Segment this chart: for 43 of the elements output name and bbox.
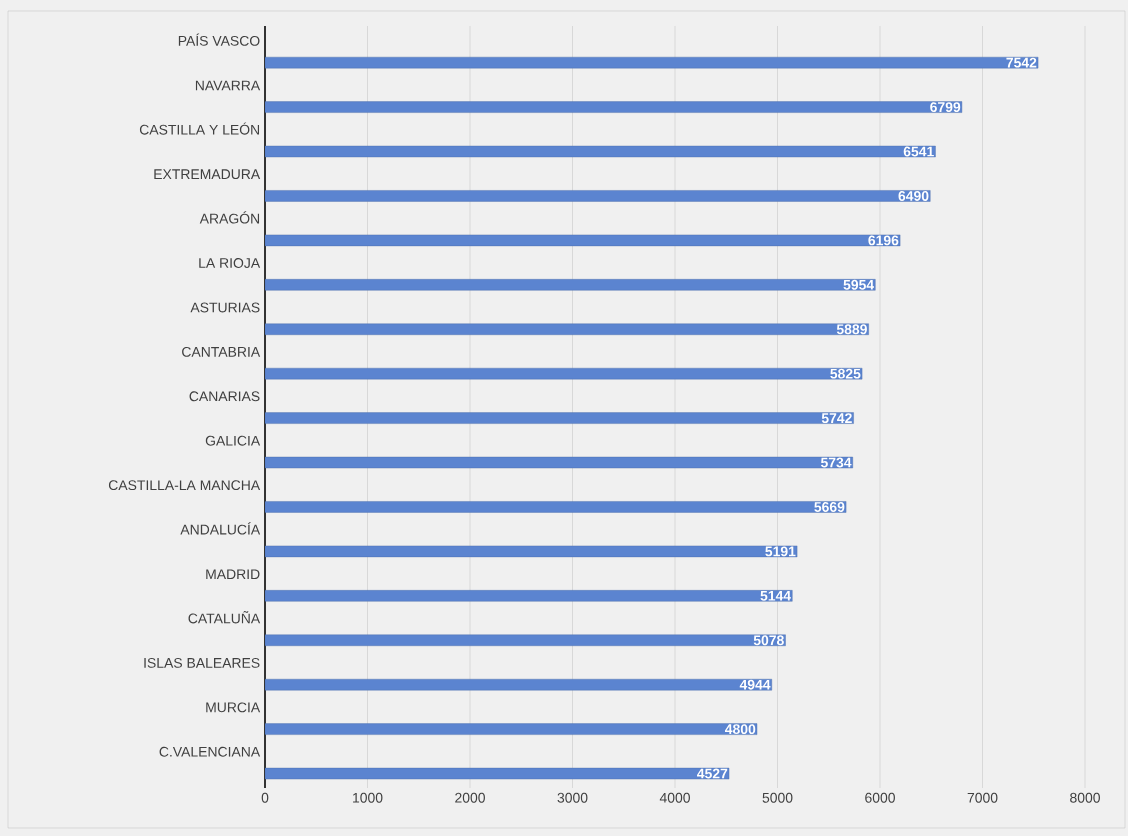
x-tick-label: 0 — [261, 792, 269, 803]
data-label: 5742 — [821, 413, 852, 424]
y-tick-label: MURCIA — [206, 702, 261, 713]
data-label: 5954 — [843, 279, 875, 290]
x-tick-label: 4000 — [659, 792, 690, 803]
data-label: 6490 — [898, 191, 929, 201]
y-tick-label: NAVARRA — [195, 80, 261, 91]
y-tick-label: EXTREMADURA — [154, 169, 261, 180]
y-tick-label: ANDALUCÍA — [180, 522, 261, 535]
x-tick-label: 2000 — [455, 792, 485, 803]
data-label: 4800 — [725, 724, 756, 735]
data-label: 5144 — [760, 590, 791, 601]
y-tick-label: CANARIAS — [189, 391, 260, 402]
x-tick-label: 5000 — [762, 792, 793, 803]
x-tick-label: 6000 — [865, 792, 895, 803]
y-tick-label: CASTILLA Y LEÓN — [139, 122, 260, 135]
y-tick-label: ASTURIAS — [190, 302, 260, 313]
data-label: 6541 — [903, 146, 934, 157]
data-label: 5825 — [830, 368, 861, 379]
x-tick-label: 7000 — [967, 792, 998, 803]
data-label: 6196 — [868, 235, 899, 246]
x-tick-label: 1000 — [353, 792, 383, 803]
y-tick-label: ISLAS BALEARES — [144, 657, 260, 668]
y-tick-label: GALICIA — [205, 435, 261, 446]
y-tick-label: CANTABRIA — [182, 346, 261, 357]
data-label: 7542 — [1006, 57, 1037, 68]
x-tick-label: 8000 — [1070, 792, 1100, 803]
y-tick-label: LA RIOJA — [199, 258, 261, 268]
y-tick-label: CASTILLA-LA MANCHA — [108, 480, 261, 491]
data-label: 5889 — [836, 324, 867, 335]
data-label: 6799 — [930, 102, 961, 113]
data-label: 5191 — [765, 546, 796, 557]
y-tick-label: MADRID — [206, 569, 260, 579]
data-label: 5078 — [753, 635, 784, 646]
data-label: 5734 — [820, 457, 852, 468]
y-tick-label: PAÍS VASCO — [178, 33, 260, 46]
y-tick-label: C.VALENCIANA — [159, 746, 261, 757]
data-label: 4527 — [697, 768, 728, 779]
data-label: 5669 — [814, 502, 845, 512]
x-tick-label: 3000 — [557, 792, 588, 803]
data-label: 4944 — [739, 679, 771, 690]
y-tick-label: ARAGÓN — [199, 211, 260, 224]
y-tick-label: CATALUÑA — [188, 611, 261, 624]
